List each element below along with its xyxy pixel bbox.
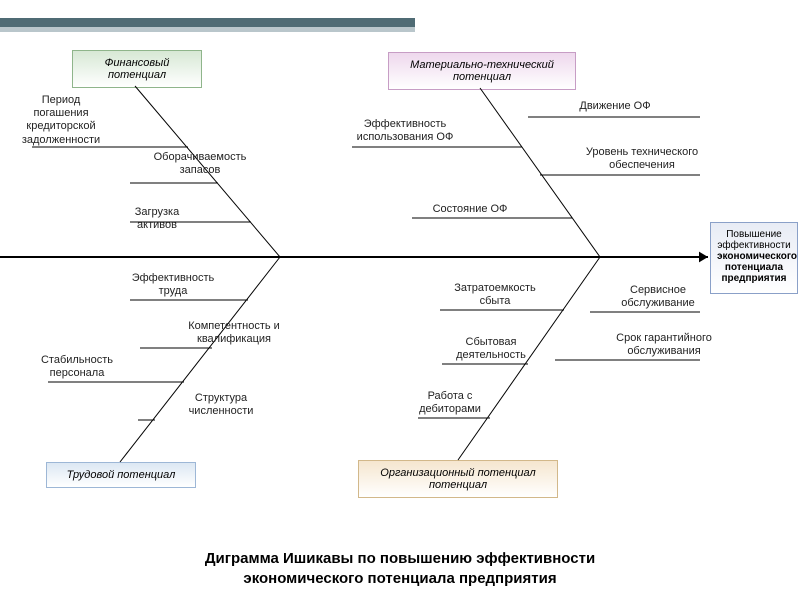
category-label: Финансовый <box>83 57 191 69</box>
cause-label: Структурачисленности <box>176 392 266 418</box>
diagram-title: Диграмма Ишикавы по повышению эффективно… <box>0 549 800 588</box>
cause-label: Стабильностьперсонала <box>32 354 122 380</box>
category-label: Материально-технический <box>399 59 565 71</box>
cause-label: Эффективностьтруда <box>118 272 228 298</box>
result-line: предприятия <box>717 273 791 284</box>
title-line-2: экономического потенциала предприятия <box>243 570 556 587</box>
category-label: Трудовой потенциал <box>57 469 185 481</box>
result-line: экономического <box>717 251 791 262</box>
cause-label: Сбытоваядеятельность <box>446 336 536 362</box>
category-organizational: Организационный потенциал потенциал <box>358 460 558 498</box>
result-line: Повышение <box>717 229 791 240</box>
cause-label: Загрузкаактивов <box>122 206 192 232</box>
cause-label: Периодпогашениякредиторскойзадолженности <box>16 94 106 147</box>
category-financial: Финансовый потенциал <box>72 50 202 88</box>
result-box: Повышение эффективности экономического п… <box>710 222 798 294</box>
cause-label: Срок гарантийногообслуживания <box>604 332 724 358</box>
result-line: эффективности <box>717 240 791 251</box>
cause-label: Компетентность иквалификация <box>174 320 294 346</box>
cause-label: Оборачиваемостьзапасов <box>145 151 255 177</box>
cause-label: Движение ОФ <box>570 100 660 113</box>
cause-label: Эффективностьиспользования ОФ <box>340 118 470 144</box>
cause-label: Состояние ОФ <box>425 203 515 216</box>
category-label: потенциал <box>399 71 565 83</box>
title-line-1: Диграмма Ишикавы по повышению эффективно… <box>205 550 595 567</box>
category-material: Материально-технический потенциал <box>388 52 576 90</box>
cause-label: Затратоемкостьсбыта <box>440 282 550 308</box>
category-label: потенциал <box>83 69 191 81</box>
decoration-bar <box>0 18 415 32</box>
category-labor: Трудовой потенциал <box>46 462 196 488</box>
cause-label: Уровень техническогообеспечения <box>572 146 712 172</box>
cause-label: Работа сдебиторами <box>410 390 490 416</box>
result-line: потенциала <box>717 262 791 273</box>
category-label: Организационный потенциал <box>369 467 547 479</box>
category-label: потенциал <box>369 479 547 491</box>
cause-label: Сервисноеобслуживание <box>608 284 708 310</box>
